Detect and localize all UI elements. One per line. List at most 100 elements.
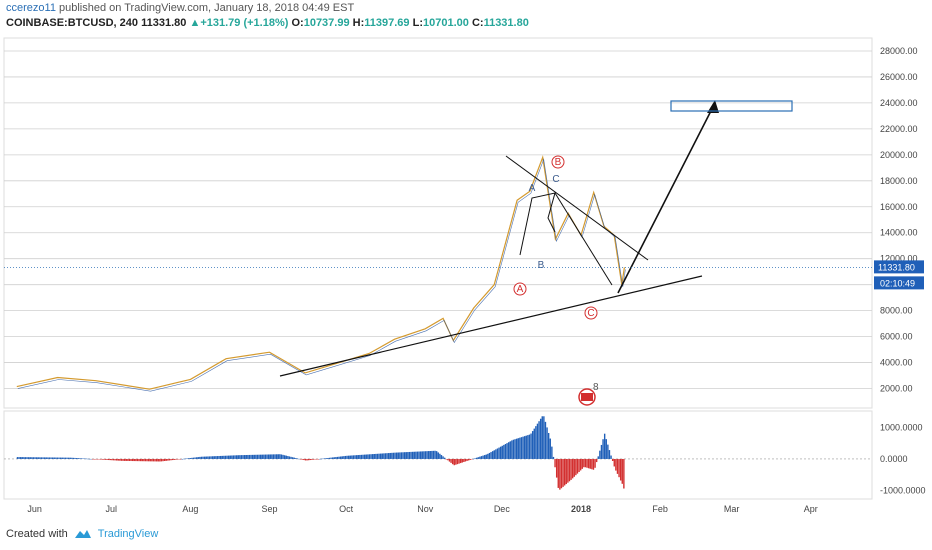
oscillator-bar: [178, 458, 180, 460]
oscillator-bar: [619, 458, 622, 481]
oscillator-bar: [431, 450, 433, 459]
oscillator-bar: [187, 458, 190, 459]
oscillator-bar: [245, 455, 247, 459]
oscillator-bar: [119, 458, 121, 461]
oscillator-bar: [365, 454, 367, 459]
oscillator-bar: [426, 451, 428, 459]
target-arrow-line[interactable]: [617, 102, 716, 294]
oscillator-bar: [362, 454, 364, 459]
time-tick-label: Oct: [339, 504, 354, 514]
target-zone-box[interactable]: [670, 100, 793, 112]
oscillator-bar: [75, 458, 78, 459]
oscillator-bar: [71, 457, 73, 459]
oscillator-bar: [173, 458, 175, 460]
oscillator-bar: [61, 457, 63, 459]
oscillator-bar: [277, 454, 279, 459]
tradingview-brand-link[interactable]: TradingView: [97, 528, 159, 540]
oscillator-bar: [557, 458, 559, 488]
time-tick-label: Dec: [494, 504, 511, 514]
symbol-info: COINBASE:BTCUSD, 240 11331.80 ▲+131.79 (…: [6, 17, 529, 29]
oscillator-bar: [232, 455, 235, 459]
oscillator-bar: [205, 456, 207, 459]
oscillator-bar: [288, 456, 291, 459]
oscillator-bar: [200, 456, 203, 459]
oscillator-bar: [59, 457, 62, 459]
oscillator-bar: [303, 458, 305, 461]
oscillator-bar: [595, 458, 598, 463]
oscillator-bar: [360, 454, 363, 459]
published-text: published on TradingView.com, January 18…: [59, 2, 355, 14]
oscillator-bar: [194, 457, 196, 459]
oscillator-bar: [479, 456, 481, 459]
up-arrow-icon: ▲: [189, 17, 201, 29]
oscillator-bar: [575, 458, 577, 476]
oscillator-bar: [136, 458, 139, 462]
oscillator-bar: [122, 458, 124, 461]
author-link[interactable]: ccerezo11: [6, 2, 56, 14]
oscillator-bar: [298, 458, 300, 460]
oscillator-bar: [451, 458, 454, 465]
oscillator-bar: [264, 454, 267, 459]
oscillator-bar: [603, 433, 606, 459]
oscillator-bar: [35, 457, 38, 459]
oscillator-bar: [39, 457, 41, 459]
price-tick-label: 18000.00: [880, 176, 918, 186]
oscillator-bar: [474, 458, 476, 459]
price-change: +131.79 (+1.18%): [200, 17, 289, 29]
oscillator-bar: [469, 458, 471, 460]
oscillator-bar: [69, 457, 71, 459]
c-wave-trendline[interactable]: [554, 192, 613, 286]
oscillator-bar: [608, 450, 611, 459]
tradingview-logo-icon: [74, 530, 91, 538]
oscillator-bar: [549, 438, 551, 459]
oscillator-bar: [272, 454, 275, 459]
oscillator-bar: [223, 455, 225, 459]
oscillator-bar: [407, 452, 409, 459]
oscillator-bar: [512, 439, 515, 459]
oscillator-bar: [279, 454, 281, 459]
oscillator-bar: [567, 458, 569, 483]
oscillator-bar: [176, 458, 179, 460]
event-badge[interactable]: 8: [578, 382, 599, 406]
oscillator-bar: [243, 455, 246, 459]
price-tags: 11331.80 02:10:49: [4, 260, 924, 290]
oscillator-bar: [544, 421, 547, 459]
oscillator-bar: [58, 457, 60, 459]
oscillator-bar: [330, 457, 332, 459]
wave-label: B: [538, 260, 545, 271]
oscillator-bar: [552, 456, 555, 459]
oscillator-bar: [83, 458, 86, 460]
oscillator-bar: [26, 457, 28, 459]
oscillator-bar: [127, 458, 129, 461]
oscillator-bar: [587, 458, 590, 469]
oscillator-bar: [255, 454, 257, 459]
oscillator-bar: [615, 458, 617, 471]
symbol-label: COINBASE:BTCUSD, 240: [6, 17, 139, 29]
oscillator-bar: [179, 458, 182, 460]
price-tick-label: 6000.00: [880, 332, 913, 342]
oscillator-bar: [370, 454, 372, 459]
oscillator-bar: [463, 458, 465, 463]
oscillator-bar: [399, 452, 401, 459]
oscillator-tick-label: 0.0000: [880, 454, 908, 464]
oscillator-bar: [605, 439, 607, 459]
oscillator-bar: [240, 455, 243, 459]
oscillator-bar: [522, 436, 524, 459]
oscillator-bar: [331, 457, 334, 459]
oscillator-bar: [461, 458, 463, 463]
footer: Created with TradingView: [6, 528, 158, 540]
oscillator-bar: [216, 456, 219, 459]
oscillator-bar: [151, 458, 153, 462]
countdown-tag: [874, 276, 924, 290]
oscillator-bar: [618, 458, 620, 478]
oscillator-bar: [175, 458, 177, 460]
oscillator-bar: [511, 440, 513, 459]
oscillator-bar: [45, 457, 47, 459]
oscillator-bar: [192, 457, 195, 459]
oscillator-bar: [227, 455, 230, 459]
oscillator-bar: [191, 457, 193, 459]
support-trendline[interactable]: [279, 275, 703, 377]
resistance-trendline[interactable]: [505, 155, 649, 261]
oscillator-bar: [448, 458, 451, 462]
